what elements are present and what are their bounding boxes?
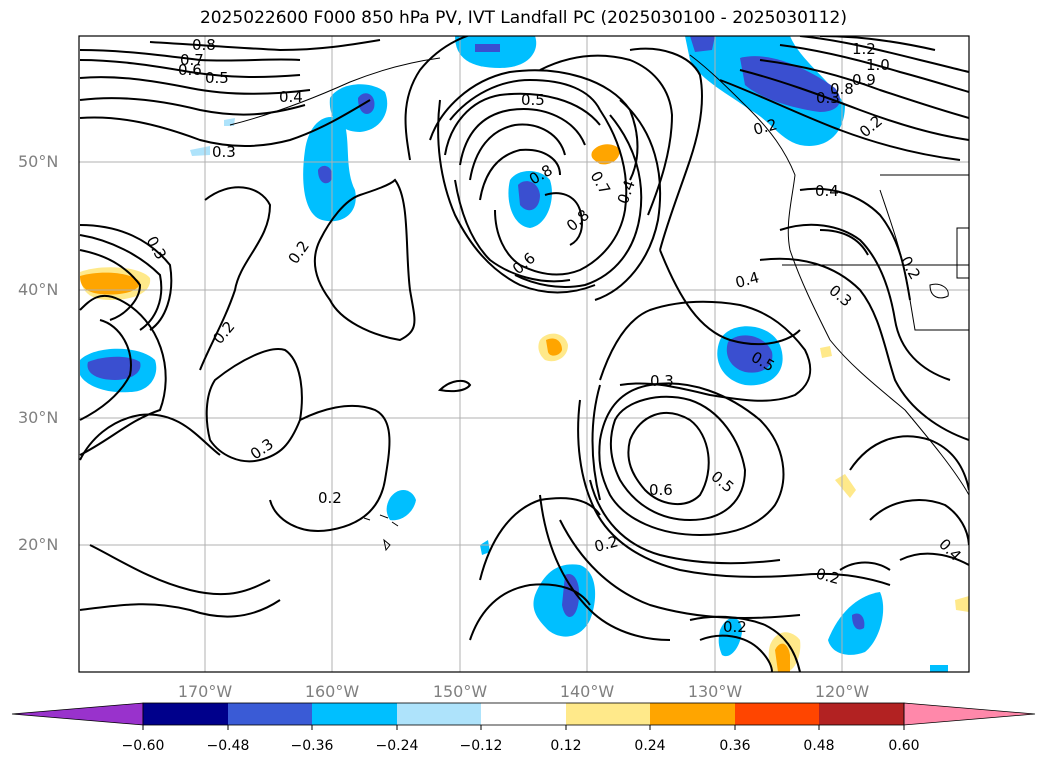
lon-label-140w: 140°W xyxy=(559,682,615,701)
colorbar-tick-label: 0.60 xyxy=(888,738,920,754)
contour-label: 0.2 xyxy=(209,318,238,348)
contour-label: 0.9 xyxy=(852,71,876,89)
colorbar-bin xyxy=(481,703,566,725)
colorbar-extend-low xyxy=(11,702,144,726)
colorbar-bin xyxy=(819,703,904,725)
lat-label-50n: 50°N xyxy=(18,152,59,171)
contour-label: 0.3 xyxy=(825,281,855,310)
lat-lon-grid xyxy=(79,36,969,672)
contour-label: 0.7 xyxy=(587,168,615,198)
contour-label: 0.8 xyxy=(563,206,593,235)
colorbar-tick-label: 0.12 xyxy=(550,738,582,754)
colorbar-tick-label: −0.60 xyxy=(121,738,165,754)
pv-fill-positive xyxy=(80,144,969,672)
contour-label: 0.4 xyxy=(279,88,303,106)
colorbar-tick-label: 0.36 xyxy=(719,738,751,754)
contour-label: 1.0 xyxy=(866,56,890,74)
map-title: 2025022600 F000 850 hPa PV, IVT Landfall… xyxy=(199,8,847,28)
colorbar-tick-label: 0.24 xyxy=(634,738,666,754)
colorbar-tick-label: −0.24 xyxy=(375,738,419,754)
contour-label: 0.3 xyxy=(247,435,277,463)
lon-label-170w: 170°W xyxy=(177,682,233,701)
contour-label: 0.2 xyxy=(592,532,620,556)
colorbar-tick-label: −0.12 xyxy=(459,738,503,754)
contour-label: 0.3 xyxy=(650,372,674,390)
contour-label: 0.8 xyxy=(192,36,216,54)
contour-label: 0.3 xyxy=(212,143,236,161)
contour-label: 0.3 xyxy=(143,233,171,263)
lat-label-30n: 30°N xyxy=(18,408,59,427)
contour-label: 0.2 xyxy=(285,237,313,267)
colorbar-bin xyxy=(650,703,735,725)
colorbar-bin xyxy=(228,703,312,725)
colorbar-bin xyxy=(397,703,481,725)
contour-label: 0.2 xyxy=(751,115,779,139)
colorbar-bin xyxy=(312,703,397,725)
contour-label: 0.4 xyxy=(614,178,639,207)
colorbar-tick-label: 0.48 xyxy=(803,738,835,754)
contour-label: 0.6 xyxy=(649,481,673,499)
colorbar-extend-high xyxy=(903,702,1036,726)
lon-label-130w: 130°W xyxy=(687,682,743,701)
colorbar-tick-label: −0.36 xyxy=(290,738,334,754)
contour-label: 0.8 xyxy=(830,80,854,98)
contour-label: 0.5 xyxy=(707,467,737,496)
contour-label: 0.5 xyxy=(205,69,229,87)
colorbar xyxy=(11,702,1036,730)
map-frame xyxy=(78,35,970,673)
colorbar-bin xyxy=(735,703,819,725)
lon-label-150w: 150°W xyxy=(432,682,488,701)
contour-label: 0.4 xyxy=(733,268,761,292)
contour-label: 0.6 xyxy=(178,61,202,79)
contour-label: 0.4 xyxy=(815,182,839,200)
lon-label-160w: 160°W xyxy=(304,682,360,701)
lat-label-40n: 40°N xyxy=(18,280,59,299)
contour-label: 0.2 xyxy=(318,489,342,507)
pv-contours xyxy=(79,36,969,672)
colorbar-tick-label: −0.48 xyxy=(206,738,250,754)
contour-label: 0.2 xyxy=(814,564,842,588)
lat-label-20n: 20°N xyxy=(18,535,59,554)
colorbar-bin xyxy=(566,703,650,725)
contour-label: 0.3 xyxy=(816,89,840,107)
contour-label: 0.2 xyxy=(723,618,747,636)
colorbar-bin xyxy=(143,703,228,725)
contour-label: 0.5 xyxy=(521,91,545,109)
contour-label: 1.2 xyxy=(852,40,876,58)
contour-label: 0.7 xyxy=(180,51,204,69)
lon-label-120w: 120°W xyxy=(814,682,870,701)
